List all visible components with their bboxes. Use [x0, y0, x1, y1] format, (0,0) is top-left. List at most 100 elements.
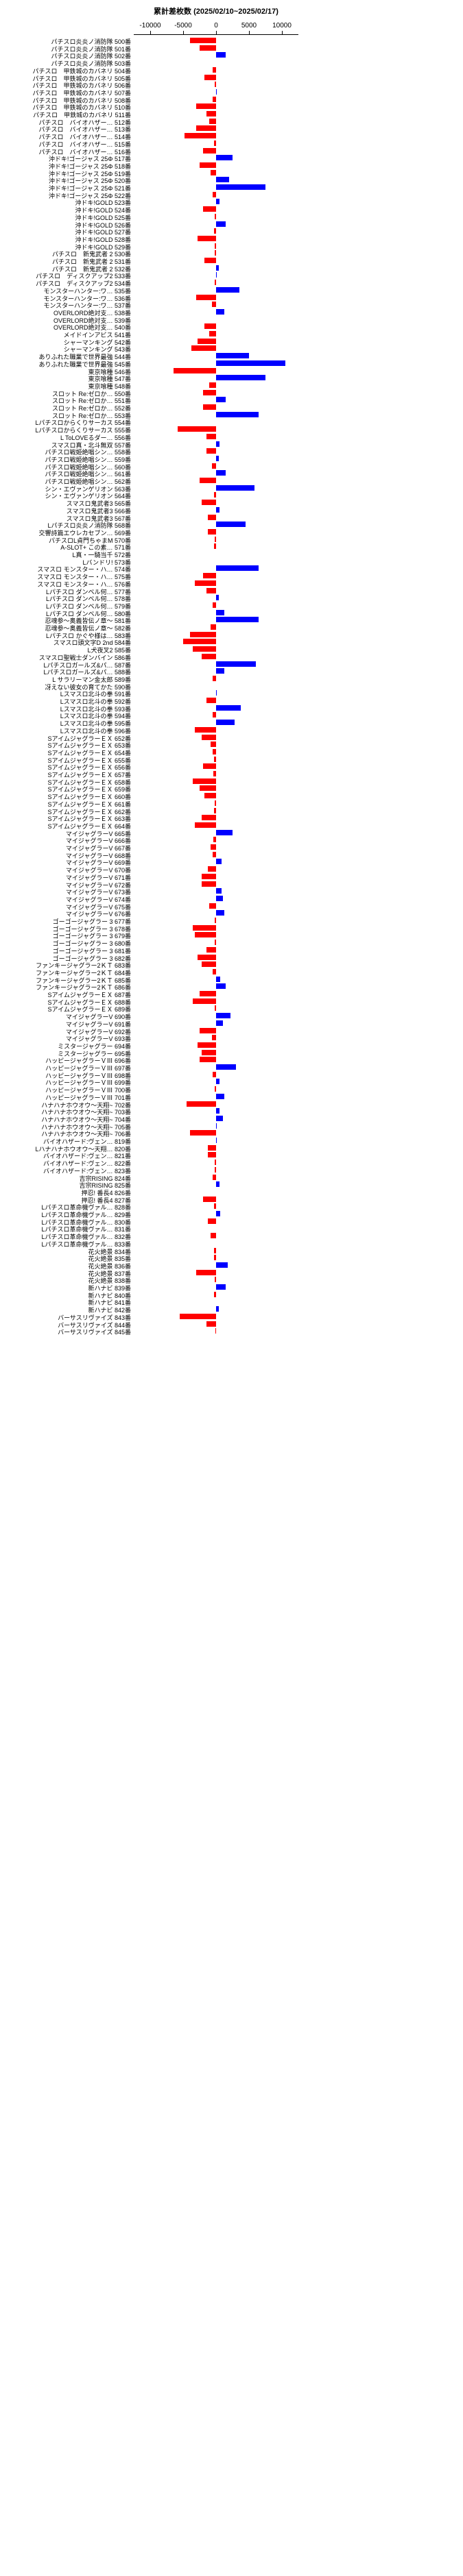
bar [193, 925, 216, 931]
bar [214, 808, 216, 813]
bar [196, 103, 216, 109]
bar [215, 918, 216, 923]
bar [216, 1306, 219, 1312]
bar [211, 741, 216, 747]
bar [190, 632, 216, 637]
bar [214, 1248, 216, 1253]
tick-mark [282, 31, 283, 34]
tick-label: -5000 [174, 22, 192, 29]
bar [216, 1013, 230, 1018]
bar [190, 1130, 216, 1136]
bar [216, 441, 219, 447]
tick-label: 0 [214, 22, 218, 29]
bar [216, 1020, 223, 1026]
bar [198, 339, 216, 344]
bar [211, 170, 216, 175]
bar [216, 720, 235, 725]
bar [203, 404, 216, 410]
bar [202, 735, 216, 740]
bar [216, 1262, 228, 1268]
bar [208, 1218, 216, 1224]
bar [198, 955, 216, 960]
bar [216, 375, 265, 380]
bar [214, 1203, 216, 1209]
bar [216, 565, 259, 571]
bar [216, 52, 226, 58]
bar [214, 492, 216, 498]
bar [215, 243, 216, 249]
bar [200, 162, 216, 168]
bar [204, 323, 216, 329]
bar [216, 1138, 217, 1143]
bar [216, 610, 224, 615]
bar [195, 932, 216, 937]
bar [215, 214, 216, 219]
bar [216, 485, 254, 491]
bar [208, 1145, 216, 1151]
tick-mark [183, 31, 184, 34]
bar [216, 690, 217, 696]
bar [183, 639, 216, 644]
bar [216, 1284, 226, 1290]
bar [214, 757, 216, 762]
bar [216, 1181, 219, 1187]
bar [216, 155, 233, 160]
bar [185, 133, 216, 138]
bar [200, 1057, 216, 1062]
bar [216, 705, 241, 711]
bar [216, 888, 222, 894]
bar [204, 793, 216, 798]
bar [214, 1292, 216, 1297]
bar [213, 749, 216, 755]
bar [202, 500, 216, 505]
bar [204, 75, 216, 80]
bar [203, 1197, 216, 1202]
bar [206, 434, 216, 439]
bar [174, 368, 216, 373]
bar [214, 1255, 216, 1260]
bar [204, 258, 216, 263]
bar [190, 38, 216, 43]
bar [216, 977, 220, 982]
tick-mark [249, 31, 250, 34]
bar [213, 837, 216, 842]
bar-chart: 累計差枚数 (2025/02/10~2025/02/17)-10000-5000… [0, 0, 463, 2576]
bar [215, 940, 216, 945]
bar [216, 910, 224, 916]
tick-label: 10000 [272, 22, 292, 29]
bar [209, 903, 216, 909]
bar [195, 822, 216, 828]
bar [195, 727, 216, 733]
bar [206, 947, 216, 953]
bar [200, 1028, 216, 1033]
bar [213, 1072, 216, 1077]
bar [198, 1042, 216, 1048]
bar [178, 426, 216, 432]
bar [213, 712, 216, 717]
bar [216, 522, 246, 527]
bar [216, 1064, 236, 1070]
bar [212, 463, 216, 469]
bar [215, 82, 216, 87]
bar [216, 983, 226, 989]
bar [206, 111, 216, 116]
bar [206, 588, 216, 593]
bar [215, 1005, 216, 1011]
bar [202, 874, 216, 879]
bar [193, 646, 216, 652]
bar [213, 602, 216, 608]
bar [216, 287, 239, 293]
bar [193, 778, 216, 784]
bar [214, 140, 216, 146]
bar [208, 529, 216, 535]
bar [216, 668, 224, 674]
bar [213, 192, 216, 197]
bar [215, 1328, 216, 1334]
tick-label: 5000 [241, 22, 257, 29]
bar [216, 184, 265, 190]
bar [216, 830, 233, 835]
bar [212, 1035, 216, 1040]
bar [200, 478, 216, 483]
bar [193, 998, 216, 1004]
bar [180, 1314, 216, 1319]
